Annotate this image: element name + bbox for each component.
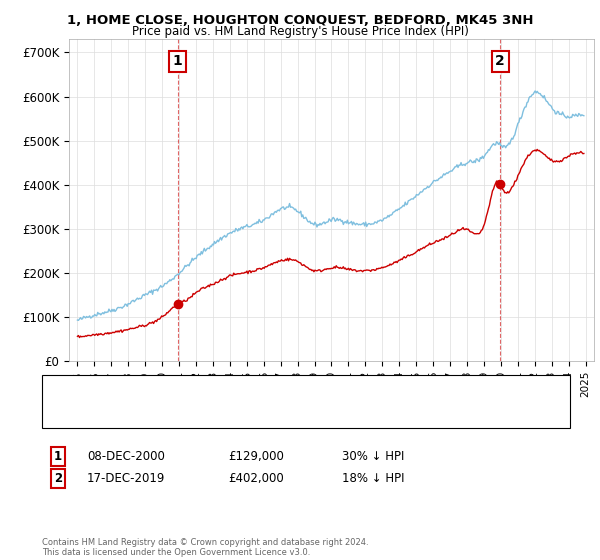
Text: 2: 2 [496,54,505,68]
Text: 1: 1 [173,54,182,68]
Text: 2: 2 [54,472,62,486]
Text: ——: —— [51,384,76,396]
Text: ——: —— [51,409,76,422]
Text: 1, HOME CLOSE, HOUGHTON CONQUEST, BEDFORD, MK45 3NH (detached house): 1, HOME CLOSE, HOUGHTON CONQUEST, BEDFOR… [81,385,488,395]
Text: £129,000: £129,000 [228,450,284,463]
Text: 30% ↓ HPI: 30% ↓ HPI [342,450,404,463]
Text: Price paid vs. HM Land Registry's House Price Index (HPI): Price paid vs. HM Land Registry's House … [131,25,469,38]
Text: £402,000: £402,000 [228,472,284,486]
Text: 08-DEC-2000: 08-DEC-2000 [87,450,165,463]
Text: Contains HM Land Registry data © Crown copyright and database right 2024.
This d: Contains HM Land Registry data © Crown c… [42,538,368,557]
Text: 1, HOME CLOSE, HOUGHTON CONQUEST, BEDFORD, MK45 3NH: 1, HOME CLOSE, HOUGHTON CONQUEST, BEDFOR… [67,14,533,27]
Text: 1: 1 [54,450,62,463]
Text: HPI: Average price, detached house, Central Bedfordshire: HPI: Average price, detached house, Cent… [81,410,369,420]
Text: 18% ↓ HPI: 18% ↓ HPI [342,472,404,486]
Text: 17-DEC-2019: 17-DEC-2019 [87,472,166,486]
